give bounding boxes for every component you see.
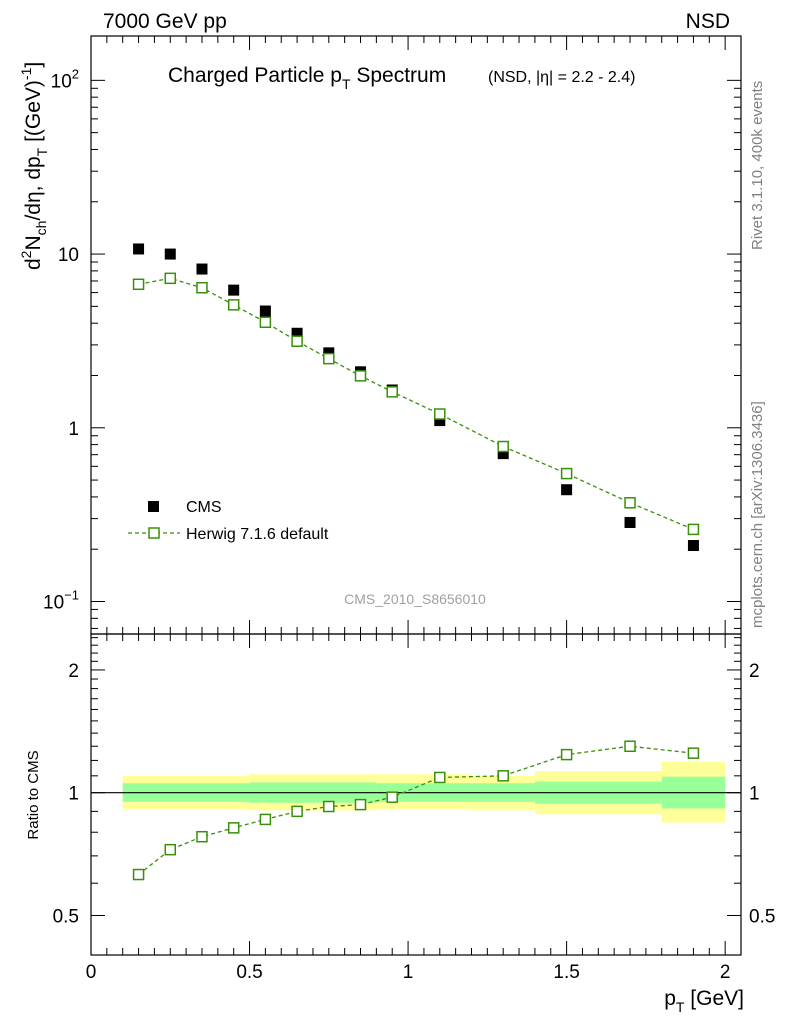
ratio-y-tick-label: 1 (68, 784, 79, 805)
cms-point (323, 347, 335, 359)
cms-point (259, 305, 271, 317)
herwig-point (560, 467, 573, 480)
header-right: NSD (686, 10, 730, 33)
herwig-point (164, 272, 177, 285)
cms-point (291, 327, 303, 339)
xlabel-t: T (676, 999, 685, 1015)
ratio-y-tick-label: 0.5 (53, 906, 79, 927)
rivet-label: Rivet 3.1.10, 400k events (749, 81, 766, 250)
cms-point (561, 484, 573, 496)
herwig-ratio-point (132, 868, 145, 881)
herwig-point (434, 408, 446, 420)
herwig-ratio-point (687, 747, 700, 759)
y-axis-label: d2Nch/dη, dpT [(GeV)-1] (18, 62, 50, 270)
herwig-ratio-point (386, 791, 398, 803)
herwig-ratio-point (227, 822, 240, 834)
title-main2: Spectrum (351, 64, 447, 87)
cms-point (624, 516, 636, 528)
ratio-y-tick-label-right: 0.5 (749, 906, 775, 927)
title-main: Charged Particle p (168, 64, 342, 87)
title-sub: T (342, 76, 351, 92)
cms-point (687, 540, 699, 552)
title-extra: (NSD, |η| = 2.2 - 2.4) (488, 69, 635, 86)
mcplots-label: mcplots.cern.ch [arXiv:1306.3436] (749, 401, 766, 628)
herwig-point (259, 316, 272, 329)
herwig-point (227, 299, 240, 311)
cms-point (434, 415, 446, 427)
y-tick-label: 102 (51, 66, 79, 92)
herwig-point (624, 497, 636, 509)
ylabel-ch: ch (33, 221, 49, 236)
header-left: 7000 GeV pp (103, 10, 227, 33)
herwig-point (497, 440, 509, 453)
herwig-ratio-point (497, 770, 509, 782)
herwig-ratio-point (164, 843, 177, 856)
ylabel-exp: -1 (18, 67, 34, 80)
x-tick-label: 2 (720, 962, 731, 983)
ratio-y-label: Ratio to CMS (25, 750, 42, 839)
herwig-point (687, 523, 700, 536)
herwig-ratio-point (196, 830, 208, 843)
herwig-point (386, 386, 398, 398)
ylabel-d: d (22, 258, 45, 270)
cms-point (164, 248, 176, 260)
legend: CMS Herwig 7.1.6 default (128, 499, 329, 543)
x-tick-label: 0 (86, 962, 97, 983)
axes: 0 0.5 1 1.5 2 10−1 1 10 102 0.5 0.5 1 1 2 2 (43, 35, 775, 983)
xlabel-p: p (664, 987, 676, 1010)
herwig-line (138, 277, 694, 531)
y-tick-label: 1 (68, 419, 79, 440)
cms-point (133, 243, 145, 255)
legend-label-herwig: Herwig 7.1.6 default (186, 526, 329, 543)
herwig-ratio-point (259, 813, 272, 826)
ylabel-sup: 2 (18, 250, 34, 258)
ratio-y-tick-label: 2 (68, 661, 79, 682)
herwig-ratio-point (434, 771, 446, 784)
cms-point (196, 263, 208, 275)
x-axis-label: pT [GeV] (664, 987, 744, 1015)
xlabel-unit: [GeV] (684, 987, 744, 1010)
ratio-y-tick-label-right: 2 (749, 661, 760, 682)
ylabel-n: N (22, 235, 45, 250)
y-tick-label: 10 (58, 245, 79, 266)
legend-marker-herwig (148, 527, 160, 539)
ylabel-close: ] (22, 62, 45, 68)
cms-point (497, 448, 509, 460)
ratio-error-bands (91, 761, 741, 823)
x-tick-label: 1 (403, 962, 414, 983)
herwig-ratio-point (354, 798, 367, 811)
herwig-ratio-point (323, 800, 335, 813)
cms-point (228, 284, 240, 296)
herwig-point (354, 370, 367, 382)
ratio-frame (90, 633, 742, 956)
herwig-ratio-point (560, 748, 573, 761)
chart-title: Charged Particle pT Spectrum (168, 64, 446, 92)
ylabel-mid: /dη, dp (22, 156, 45, 220)
herwig-point (291, 335, 303, 347)
legend-label-cms: CMS (186, 499, 222, 516)
analysis-watermark: CMS_2010_S8656010 (344, 591, 486, 607)
ylabel-t: T (34, 147, 50, 156)
ratio-y-tick-label-right: 1 (749, 784, 760, 805)
legend-marker-cms (148, 501, 159, 512)
herwig-point (323, 352, 335, 365)
x-tick-label: 0.5 (236, 962, 262, 983)
top-frame (90, 35, 742, 635)
herwig-ratio-point (624, 740, 636, 752)
herwig-point (132, 278, 145, 291)
herwig-point (196, 281, 208, 294)
data-marks (132, 243, 700, 881)
y-tick-label: 10−1 (43, 587, 79, 613)
x-tick-label: 1.5 (553, 962, 579, 983)
ylabel-bracket: [(GeV) (22, 80, 45, 148)
herwig-ratio-point (291, 805, 303, 818)
